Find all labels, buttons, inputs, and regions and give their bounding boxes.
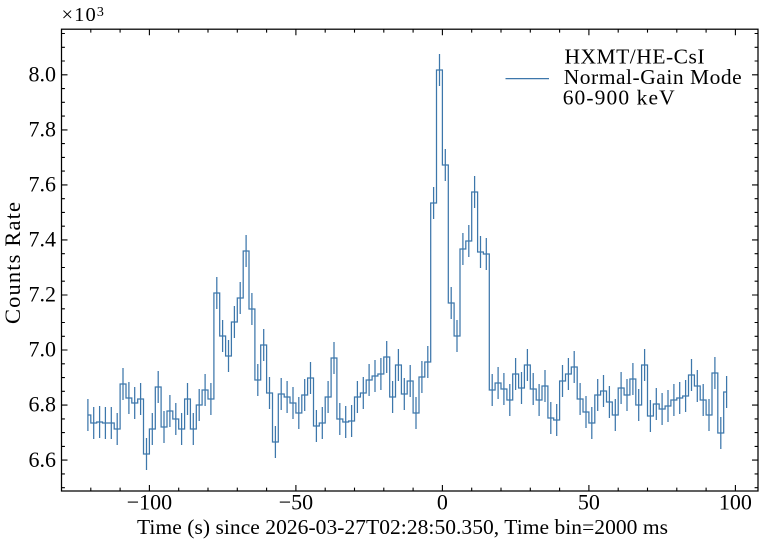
svg-text:7.2: 7.2	[29, 282, 57, 307]
svg-text:60-900 keV: 60-900 keV	[563, 86, 675, 110]
svg-text:7.0: 7.0	[29, 337, 57, 362]
svg-text:7.8: 7.8	[29, 117, 57, 142]
svg-text:×103: ×103	[62, 4, 104, 26]
svg-text:8.0: 8.0	[29, 61, 57, 86]
svg-text:Time (s) since 2026-03-27T02:2: Time (s) since 2026-03-27T02:28:50.350, …	[137, 515, 668, 539]
svg-text:7.6: 7.6	[29, 172, 57, 197]
svg-text:0: 0	[437, 490, 448, 515]
svg-text:100: 100	[719, 490, 752, 515]
svg-text:−100: −100	[127, 490, 172, 515]
svg-text:6.6: 6.6	[29, 447, 57, 472]
svg-text:Normal-Gain Mode: Normal-Gain Mode	[564, 65, 742, 89]
svg-text:Counts Rate: Counts Rate	[0, 202, 25, 324]
svg-text:−50: −50	[279, 490, 313, 515]
svg-text:HXMT/HE-CsI: HXMT/HE-CsI	[565, 44, 705, 68]
svg-text:50: 50	[578, 490, 600, 515]
svg-text:7.4: 7.4	[29, 227, 57, 252]
svg-text:6.8: 6.8	[29, 392, 57, 417]
